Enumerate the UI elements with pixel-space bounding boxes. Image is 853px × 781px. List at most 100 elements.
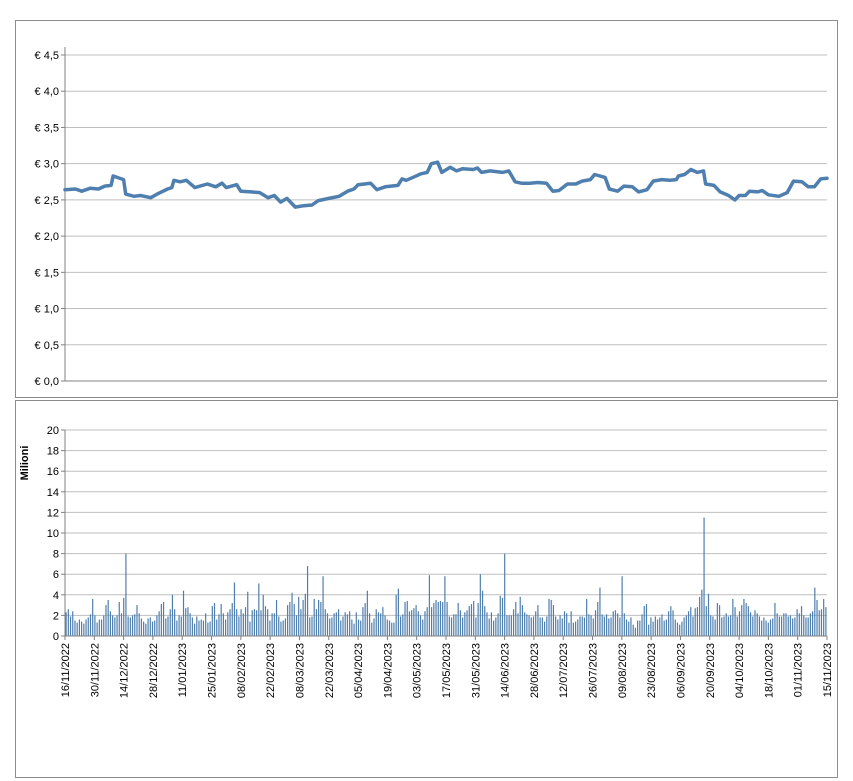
volume-y-tick-label: 8 [53,549,59,561]
volume-bar [415,605,417,636]
volume-bar [761,620,763,636]
volume-bar [118,602,120,636]
volume-bar [475,617,477,636]
price-y-tick-label: € 1,0 [35,304,59,316]
volume-bar [495,617,497,636]
volume-bar [550,599,552,636]
volume-bar [601,614,603,636]
volume-bar [322,576,324,636]
volume-x-tick-label: 23/08/2023 [646,643,658,698]
volume-bar [548,598,550,636]
volume-bar [524,612,526,636]
volume-bar [490,612,493,636]
volume-bar [714,619,716,636]
volume-y-tick-label: 10 [47,528,59,540]
volume-bar [541,617,543,636]
volume-bar [648,624,650,636]
volume-bar [683,617,685,636]
volume-bar [140,618,143,636]
volume-bar [816,599,818,636]
volume-bar [269,620,271,636]
volume-bar [699,596,701,636]
volume-bar [218,614,220,636]
volume-bar [114,617,116,636]
volume-bar [178,615,180,636]
volume-bar [590,615,592,636]
volume-bar [512,609,515,636]
volume-bar [546,616,548,636]
volume-bar [402,614,404,636]
volume-bar [116,615,118,636]
volume-bar [537,605,539,636]
volume-bar [763,617,765,636]
volume-bar [730,615,732,636]
volume-bar [267,609,269,636]
volume-bar [468,606,470,636]
volume-bar [479,574,481,636]
volume-bar [202,620,205,636]
volume-bar [69,616,72,636]
volume-bar [681,621,683,636]
volume-bar [138,613,140,636]
volume-bar [433,603,435,636]
volume-bars [65,517,827,636]
volume-bar [559,615,561,636]
volume-x-tick-label: 03/05/2023 [412,643,424,698]
volume-bar [738,611,741,636]
volume-bar [422,619,424,636]
volume-bar [238,616,240,636]
volume-bar [382,607,384,636]
volume-x-tick-label: 25/01/2023 [207,643,219,698]
volume-bar [302,599,304,636]
volume-bar [169,609,171,636]
volume-bar [147,618,149,636]
volume-bar [213,603,216,636]
volume-bar [812,611,814,636]
volume-bar [705,606,707,636]
volume-bar [349,611,351,636]
volume-bar [614,610,617,636]
volume-bar [96,622,98,636]
volume-bar [424,611,426,636]
volume-bar [311,616,313,636]
volume-bar [488,618,490,636]
volume-bar [428,575,430,636]
volume-bar [592,618,594,636]
volume-bar [187,607,189,636]
volume-bar [721,617,723,636]
volume-bar [497,613,499,636]
volume-x-tick-label: 01/11/2023 [793,643,805,697]
volume-bar [504,553,506,636]
price-y-tick-label: € 3,5 [35,122,59,134]
volume-bar [78,619,80,636]
volume-x-tick-label: 08/03/2023 [295,643,307,698]
volume-bar [109,611,112,636]
volume-bar [612,611,614,636]
volume-bar [772,618,774,636]
volume-bar [568,622,570,636]
volume-bar [353,623,355,636]
volume-y-tick-label: 16 [47,466,59,478]
volume-bar [87,617,89,636]
volume-bar [331,617,333,636]
volume-bar [732,598,734,636]
volume-bar [450,617,453,636]
volume-bar [227,612,229,636]
volume-bar [373,618,375,636]
volume-bar [477,603,479,636]
volume-bar [304,593,306,636]
volume-bar [209,621,211,636]
volume-bar [182,590,185,636]
volume-bar [506,615,508,636]
volume-bar [741,605,743,636]
volume-bar [769,619,772,636]
volume-chart-panel: 0 2 4 6 8 10 12 14 16 18 20 Milioni 16/11/2022 30/11/… [15,400,838,778]
volume-x-tick-label: 28/06/2023 [529,643,541,698]
volume-bar [154,620,156,636]
volume-bar [298,596,300,636]
volume-bar [417,611,419,636]
volume-bar [535,611,537,636]
volume-bar [499,595,501,636]
volume-bar [634,627,636,636]
volume-bar [247,591,249,636]
